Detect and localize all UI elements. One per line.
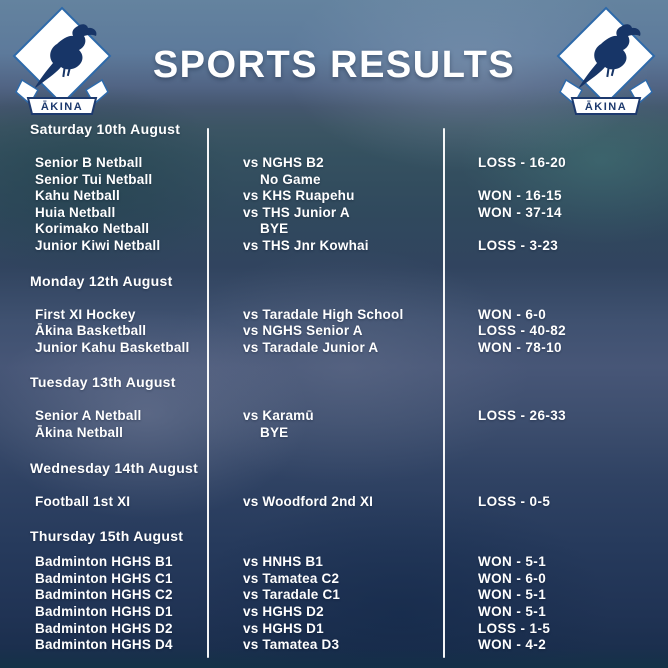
result-row: Badminton HGHS D4 vs Tamatea D3 WON - 4-2 [0,637,668,654]
result-row: Badminton HGHS D1 vs HGHS D2 WON - 5-1 [0,604,668,621]
school-crest-icon: ĀKINA [12,6,112,115]
opponent: vs KHS Ruapehu [243,188,355,204]
result-row: Senior Tui Netball No Game [0,172,668,189]
result: LOSS - 40-82 [478,323,567,339]
page-title: SPORTS RESULTS [152,44,516,86]
column-divider-left [207,128,209,658]
opponent: vs Taradale High School [243,306,404,322]
team-name: Badminton HGHS C1 [35,570,173,586]
team-name: Junior Kahu Basketball [35,339,190,355]
opponent: vs THS Jnr Kowhai [243,237,369,253]
result: LOSS - 26-33 [478,408,567,424]
date-section: Tuesday 13th August Senior A Netball vs Ka… [0,375,668,441]
team-name: Badminton HGHS C2 [35,587,173,603]
huia-bird-icon [578,24,641,89]
date-header: Thursday 15th August [30,528,184,545]
result-row: Huia Netball vs THS Junior A WON - 37-14 [0,205,668,222]
result: WON - 6-0 [478,306,547,322]
result-row: Football 1st XI vs Woodford 2nd XI LOSS - … [0,494,668,511]
result-row: Ākina Basketball vs NGHS Senior A LOSS - 4… [0,323,668,340]
team-name: Senior Tui Netball [35,171,153,187]
date-section: Monday 12th August First XI Hockey vs Tara… [0,272,668,357]
team-name: Ākina Netball [35,424,124,440]
result-row: Badminton HGHS B1 vs HNHS B1 WON - 5-1 [0,554,668,571]
result-row: Badminton HGHS C2 vs Taradale C1 WON - 5-1 [0,587,668,604]
opponent: vs Woodford 2nd XI [243,493,374,509]
opponent: vs Karamū [243,408,314,424]
school-crest-right: ĀKINA [552,6,660,118]
date-section: Saturday 10th August Senior B Netball vs N… [0,122,668,255]
team-name: Ākina Basketball [35,323,147,339]
result-row: Korimako Netball BYE [0,221,668,238]
date-section: Thursday 15th August Badminton HGHS B1 vs … [0,529,668,654]
result: WON - 37-14 [478,204,562,220]
opponent: vs THS Junior A [243,204,350,220]
team-name: Junior Kiwi Netball [35,237,161,253]
result: WON - 4-2 [478,637,547,653]
opponent: vs HGHS D2 [243,603,324,619]
opponent: BYE [260,424,289,440]
result: WON - 5-1 [478,603,547,619]
result-row: Junior Kiwi Netball vs THS Jnr Kowhai LOSS… [0,238,668,255]
opponent: vs HGHS D1 [243,620,324,636]
opponent: vs Tamatea C2 [243,570,340,586]
result: WON - 78-10 [478,339,562,355]
team-name: First XI Hockey [35,306,136,322]
result: WON - 16-15 [478,188,562,204]
team-name: Badminton HGHS D2 [35,620,173,636]
result-row: Junior Kahu Basketball vs Taradale Junior… [0,340,668,357]
result: WON - 5-1 [478,587,547,603]
date-header: Monday 12th August [30,272,173,289]
crest-motto: ĀKINA [585,101,627,113]
school-crest-icon: ĀKINA [556,6,656,115]
team-name: Football 1st XI [35,493,131,509]
opponent: vs Taradale C1 [243,587,341,603]
result-row: Badminton HGHS D2 vs HGHS D1 LOSS - 1-5 [0,621,668,638]
opponent: No Game [260,171,321,187]
team-name: Senior A Netball [35,408,142,424]
team-name: Huia Netball [35,204,116,220]
result-row: Kahu Netball vs KHS Ruapehu WON - 16-15 [0,188,668,205]
result-row: Badminton HGHS C1 vs Tamatea C2 WON - 6-0 [0,571,668,588]
date-section: Wednesday 14th August Football 1st XI vs W… [0,459,668,511]
results-table: Saturday 10th August Senior B Netball vs N… [0,122,668,668]
team-name: Korimako Netball [35,221,150,237]
team-name: Senior B Netball [35,155,143,170]
opponent: vs NGHS Senior A [243,323,363,339]
date-header: Saturday 10th August [30,121,181,137]
result: LOSS - 3-23 [478,237,559,253]
date-header: Wednesday 14th August [30,459,199,476]
result-row: Senior A Netball vs Karamū LOSS - 26-33 [0,408,668,425]
result-row: First XI Hockey vs Taradale High School WO… [0,307,668,324]
column-divider-right [443,128,445,658]
huia-bird-icon [34,24,97,89]
school-crest-left: ĀKINA [8,6,116,118]
result-row: Ākina Netball BYE [0,425,668,442]
team-name: Badminton HGHS D1 [35,603,173,619]
opponent: vs Taradale Junior A [243,339,379,355]
opponent: vs Tamatea D3 [243,637,340,653]
opponent: vs NGHS B2 [243,155,324,170]
result: LOSS - 1-5 [478,620,551,636]
result: LOSS - 16-20 [478,155,567,170]
opponent: vs HNHS B1 [243,554,324,570]
team-name: Kahu Netball [35,188,120,204]
result: WON - 6-0 [478,570,547,586]
date-header: Tuesday 13th August [30,374,176,391]
team-name: Badminton HGHS B1 [35,554,173,570]
result: WON - 5-1 [478,554,547,570]
result: LOSS - 0-5 [478,493,551,509]
result-row: Senior B Netball vs NGHS B2 LOSS - 16-20 [0,155,668,172]
crest-motto: ĀKINA [41,101,83,113]
opponent: BYE [260,221,289,237]
team-name: Badminton HGHS D4 [35,637,173,653]
